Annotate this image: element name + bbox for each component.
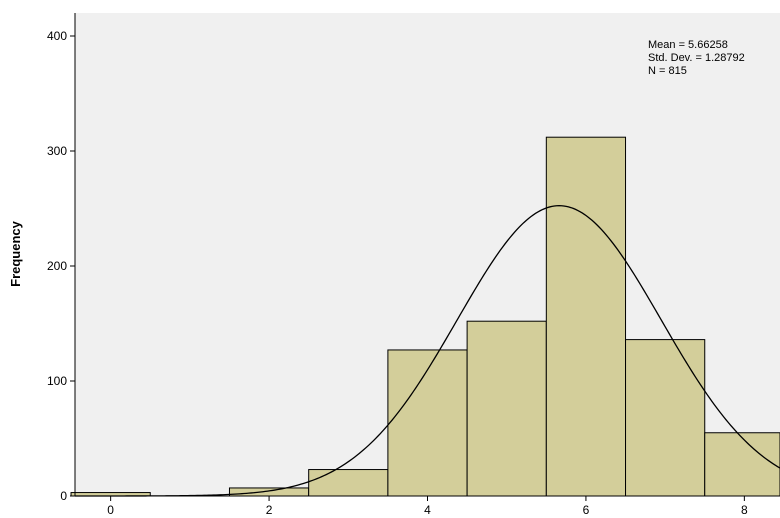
x-tick-label: 4 [424,503,431,517]
histogram-bar-4 [387,349,468,497]
y-tick-label: 400 [47,29,67,43]
x-tick-label: 6 [583,503,590,517]
stats-n: N = 815 [648,65,687,77]
bars-layer [70,136,780,497]
histogram-bar-6 [545,136,627,497]
x-tick-label: 0 [107,503,114,517]
x-tick-label: 2 [266,503,273,517]
y-tick-label: 300 [47,144,67,158]
stats-box: Mean = 5.66258 Std. Dev. = 1.28792 N = 8… [648,39,745,77]
x-ticks: 0 2 4 6 8 [107,496,748,517]
stats-std-dev: Std. Dev. = 1.28792 [648,52,745,64]
histogram-bar-7 [625,339,706,497]
histogram-bar-3 [308,469,389,497]
y-axis-title: Frequency [8,220,23,287]
histogram-bar-2 [228,487,310,497]
y-tick-label: 200 [47,259,67,273]
y-ticks: 0 100 200 300 400 [47,29,75,503]
y-tick-label: 0 [60,489,67,503]
y-tick-label: 100 [47,374,67,388]
stats-mean: Mean = 5.66258 [648,39,728,51]
x-tick-label: 8 [741,503,748,517]
histogram-bar-5 [466,320,547,497]
histogram-bar-8 [704,432,780,497]
